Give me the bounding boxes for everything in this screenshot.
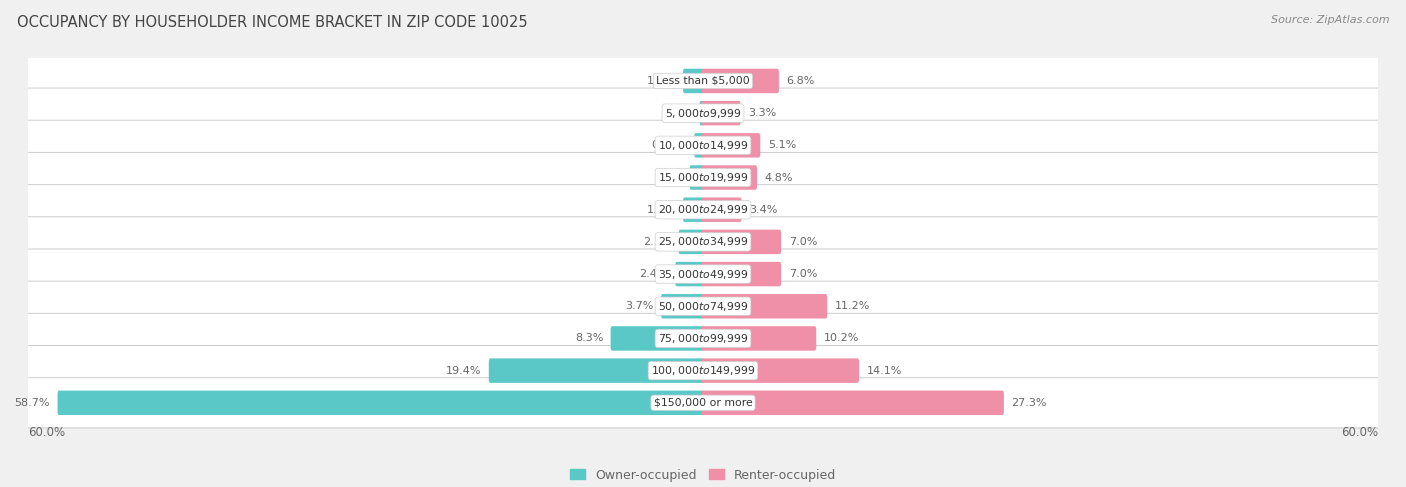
FancyBboxPatch shape xyxy=(702,294,827,318)
Text: $75,000 to $99,999: $75,000 to $99,999 xyxy=(658,332,748,345)
FancyBboxPatch shape xyxy=(25,378,1381,428)
Text: 6.8%: 6.8% xyxy=(786,76,814,86)
FancyBboxPatch shape xyxy=(702,230,782,254)
Text: 19.4%: 19.4% xyxy=(446,366,481,375)
FancyBboxPatch shape xyxy=(702,391,1004,415)
FancyBboxPatch shape xyxy=(683,69,704,93)
Text: 4.8%: 4.8% xyxy=(765,172,793,183)
FancyBboxPatch shape xyxy=(683,197,704,222)
Text: 8.3%: 8.3% xyxy=(575,334,603,343)
FancyBboxPatch shape xyxy=(25,217,1381,267)
Text: Source: ZipAtlas.com: Source: ZipAtlas.com xyxy=(1271,15,1389,25)
Text: 11.2%: 11.2% xyxy=(835,301,870,311)
Text: $100,000 to $149,999: $100,000 to $149,999 xyxy=(651,364,755,377)
Text: 2.1%: 2.1% xyxy=(643,237,671,247)
Text: 0.2%: 0.2% xyxy=(664,108,692,118)
Text: 5.1%: 5.1% xyxy=(768,140,796,150)
Text: 60.0%: 60.0% xyxy=(1341,426,1378,439)
FancyBboxPatch shape xyxy=(702,101,741,125)
FancyBboxPatch shape xyxy=(702,69,779,93)
FancyBboxPatch shape xyxy=(695,133,704,158)
FancyBboxPatch shape xyxy=(25,56,1381,106)
Text: 3.7%: 3.7% xyxy=(626,301,654,311)
FancyBboxPatch shape xyxy=(25,345,1381,396)
Legend: Owner-occupied, Renter-occupied: Owner-occupied, Renter-occupied xyxy=(569,468,837,482)
FancyBboxPatch shape xyxy=(25,88,1381,138)
FancyBboxPatch shape xyxy=(25,120,1381,170)
FancyBboxPatch shape xyxy=(25,152,1381,203)
Text: 3.4%: 3.4% xyxy=(749,205,778,215)
FancyBboxPatch shape xyxy=(702,326,817,351)
FancyBboxPatch shape xyxy=(700,101,704,125)
FancyBboxPatch shape xyxy=(702,262,782,286)
FancyBboxPatch shape xyxy=(702,133,761,158)
Text: 60.0%: 60.0% xyxy=(28,426,65,439)
Text: $35,000 to $49,999: $35,000 to $49,999 xyxy=(658,267,748,281)
FancyBboxPatch shape xyxy=(661,294,704,318)
Text: $50,000 to $74,999: $50,000 to $74,999 xyxy=(658,300,748,313)
Text: 27.3%: 27.3% xyxy=(1011,398,1047,408)
FancyBboxPatch shape xyxy=(25,249,1381,299)
FancyBboxPatch shape xyxy=(702,165,756,190)
FancyBboxPatch shape xyxy=(679,230,704,254)
Text: 7.0%: 7.0% xyxy=(789,237,817,247)
FancyBboxPatch shape xyxy=(489,358,704,383)
Text: 10.2%: 10.2% xyxy=(824,334,859,343)
FancyBboxPatch shape xyxy=(25,185,1381,235)
FancyBboxPatch shape xyxy=(610,326,704,351)
Text: 1.1%: 1.1% xyxy=(654,172,682,183)
Text: $20,000 to $24,999: $20,000 to $24,999 xyxy=(658,203,748,216)
Text: 2.4%: 2.4% xyxy=(640,269,668,279)
FancyBboxPatch shape xyxy=(25,281,1381,331)
Text: 58.7%: 58.7% xyxy=(14,398,51,408)
Text: OCCUPANCY BY HOUSEHOLDER INCOME BRACKET IN ZIP CODE 10025: OCCUPANCY BY HOUSEHOLDER INCOME BRACKET … xyxy=(17,15,527,30)
Text: $25,000 to $34,999: $25,000 to $34,999 xyxy=(658,235,748,248)
Text: Less than $5,000: Less than $5,000 xyxy=(657,76,749,86)
Text: 1.7%: 1.7% xyxy=(647,76,675,86)
FancyBboxPatch shape xyxy=(702,197,741,222)
FancyBboxPatch shape xyxy=(25,313,1381,364)
Text: $150,000 or more: $150,000 or more xyxy=(654,398,752,408)
FancyBboxPatch shape xyxy=(675,262,704,286)
Text: $15,000 to $19,999: $15,000 to $19,999 xyxy=(658,171,748,184)
Text: 3.3%: 3.3% xyxy=(748,108,776,118)
FancyBboxPatch shape xyxy=(689,165,704,190)
Text: 14.1%: 14.1% xyxy=(866,366,901,375)
Text: $5,000 to $9,999: $5,000 to $9,999 xyxy=(665,107,741,120)
FancyBboxPatch shape xyxy=(58,391,704,415)
Text: 1.7%: 1.7% xyxy=(647,205,675,215)
Text: 7.0%: 7.0% xyxy=(789,269,817,279)
FancyBboxPatch shape xyxy=(702,358,859,383)
Text: 0.68%: 0.68% xyxy=(651,140,686,150)
Text: $10,000 to $14,999: $10,000 to $14,999 xyxy=(658,139,748,152)
